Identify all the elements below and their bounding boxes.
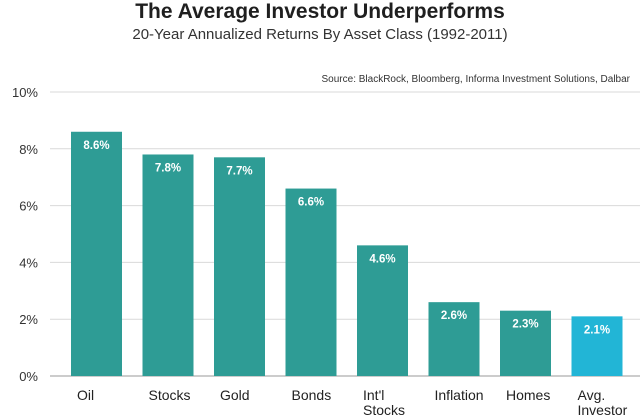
grid-lines xyxy=(50,91,640,377)
bar xyxy=(428,302,480,376)
y-tick-label: 2% xyxy=(19,312,38,327)
bar xyxy=(285,188,337,376)
x-tick-label: Bonds xyxy=(292,387,332,403)
y-tick-label: 6% xyxy=(19,199,38,214)
y-tick-label: 10% xyxy=(12,85,38,100)
y-tick-label: 0% xyxy=(19,369,38,384)
data-label: 2.3% xyxy=(512,319,538,331)
data-label: 7.8% xyxy=(155,162,181,174)
y-tick-label: 8% xyxy=(19,142,38,157)
x-tick-label: Avg. xyxy=(578,387,606,403)
chart-title: The Average Investor Underperforms xyxy=(135,0,505,23)
x-tick-label: Investor xyxy=(578,402,628,418)
x-tick-label: Int'l xyxy=(363,387,384,403)
data-label: 8.6% xyxy=(83,140,109,152)
y-tick-label: 4% xyxy=(19,255,38,270)
bar xyxy=(142,154,194,376)
chart-subtitle: 20-Year Annualized Returns By Asset Clas… xyxy=(132,26,507,43)
chart-source: Source: BlackRock, Bloomberg, Informa In… xyxy=(322,74,631,85)
bar xyxy=(571,316,623,376)
y-axis: 0% 2% 4% 6% 8% 10% xyxy=(12,85,38,384)
data-label: 4.6% xyxy=(369,253,395,265)
data-label: 2.6% xyxy=(441,310,467,322)
bars: 8.6% 7.8% 7.7% 6.6% 4.6% 2.6% 2.3% 2.1% xyxy=(71,131,623,376)
data-label: 7.7% xyxy=(226,165,252,177)
x-tick-label: Inflation xyxy=(435,387,484,403)
bar xyxy=(214,157,265,376)
bar xyxy=(357,245,408,376)
data-label: 2.1% xyxy=(584,324,610,336)
x-tick-label: Homes xyxy=(506,387,550,403)
x-tick-label: Stocks xyxy=(363,402,405,418)
x-tick-label: Gold xyxy=(220,387,250,403)
x-tick-label: Oil xyxy=(77,387,94,403)
data-label: 6.6% xyxy=(298,197,324,209)
x-tick-label: Stocks xyxy=(149,387,191,403)
bar xyxy=(71,131,122,376)
bar xyxy=(500,310,551,376)
